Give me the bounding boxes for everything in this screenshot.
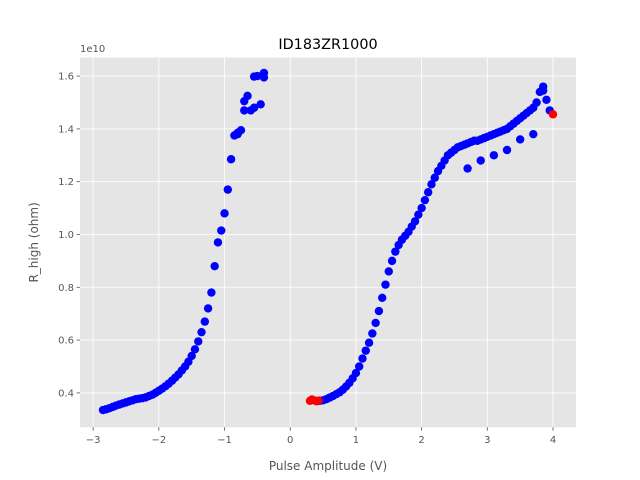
data-point bbox=[210, 261, 219, 271]
y-tick-label: 1.4 bbox=[58, 124, 74, 135]
data-point bbox=[226, 155, 236, 164]
y-tick-label: 0.4 bbox=[58, 388, 74, 399]
x-tick-label: 0 bbox=[287, 435, 293, 446]
data-point bbox=[253, 71, 262, 81]
x-tick-label: −3 bbox=[86, 435, 101, 446]
data-point bbox=[314, 396, 323, 405]
data-point bbox=[187, 351, 196, 361]
data-point bbox=[371, 318, 380, 328]
data-point bbox=[515, 135, 525, 144]
data-point bbox=[220, 209, 229, 218]
y-ticks: 0.4 0.6 0.8 1.0 1.2 1.4 1.6 bbox=[58, 72, 80, 399]
data-point bbox=[351, 368, 361, 378]
data-point bbox=[200, 317, 210, 326]
data-point bbox=[361, 346, 370, 355]
data-point bbox=[542, 95, 551, 105]
chart-title: ID183ZR1000 bbox=[278, 37, 377, 53]
data-point bbox=[414, 210, 423, 219]
data-point bbox=[358, 354, 367, 363]
data-point bbox=[197, 327, 206, 337]
data-point bbox=[243, 91, 252, 101]
x-tick-label: 3 bbox=[484, 435, 490, 446]
data-point bbox=[417, 203, 426, 213]
y-axis-title: R_high (ohm) bbox=[27, 202, 41, 282]
data-point bbox=[249, 103, 259, 112]
data-point bbox=[532, 98, 541, 107]
x-tick-label: 2 bbox=[418, 435, 424, 446]
data-point bbox=[476, 156, 485, 165]
y-tick-label: 0.6 bbox=[58, 336, 74, 347]
y-tick-label: 1.6 bbox=[58, 72, 74, 83]
data-point bbox=[410, 217, 420, 226]
data-point bbox=[190, 345, 200, 354]
x-tick-label: 1 bbox=[353, 435, 359, 446]
data-point bbox=[377, 293, 387, 303]
x-tick-label: −2 bbox=[151, 435, 166, 446]
data-point bbox=[384, 267, 393, 276]
data-point bbox=[364, 338, 374, 347]
data-point bbox=[203, 304, 213, 313]
y-offset-label: 1e10 bbox=[80, 44, 105, 55]
data-point bbox=[391, 247, 400, 256]
data-point bbox=[463, 164, 472, 173]
data-point bbox=[194, 337, 203, 346]
x-ticks: −3 −2 −1 0 1 2 3 4 bbox=[86, 427, 556, 446]
y-tick-label: 1.2 bbox=[58, 177, 74, 188]
data-point bbox=[223, 185, 233, 194]
data-point bbox=[368, 329, 377, 338]
data-point bbox=[355, 362, 364, 371]
data-point bbox=[423, 188, 433, 197]
data-point bbox=[256, 100, 265, 109]
data-point bbox=[489, 151, 499, 160]
data-point bbox=[240, 106, 249, 115]
data-point bbox=[548, 110, 558, 119]
data-point bbox=[430, 173, 439, 182]
x-axis-title: Pulse Amplitude (V) bbox=[269, 459, 387, 473]
y-tick-label: 0.8 bbox=[58, 283, 74, 294]
x-tick-label: −1 bbox=[217, 435, 232, 446]
points bbox=[98, 68, 558, 415]
data-point bbox=[217, 226, 226, 235]
plot-background bbox=[80, 57, 576, 428]
data-point bbox=[233, 128, 242, 138]
data-point bbox=[381, 280, 390, 289]
data-point bbox=[207, 288, 216, 297]
data-point bbox=[213, 238, 223, 247]
data-point bbox=[529, 129, 538, 139]
data-point bbox=[420, 195, 430, 205]
data-point bbox=[387, 256, 397, 266]
data-point bbox=[427, 180, 436, 189]
data-point bbox=[259, 73, 269, 82]
data-point bbox=[374, 306, 384, 316]
data-point bbox=[502, 145, 512, 155]
y-tick-label: 1.0 bbox=[58, 230, 74, 241]
grid bbox=[80, 57, 576, 428]
x-tick-label: 4 bbox=[550, 435, 556, 446]
data-point bbox=[538, 86, 548, 95]
